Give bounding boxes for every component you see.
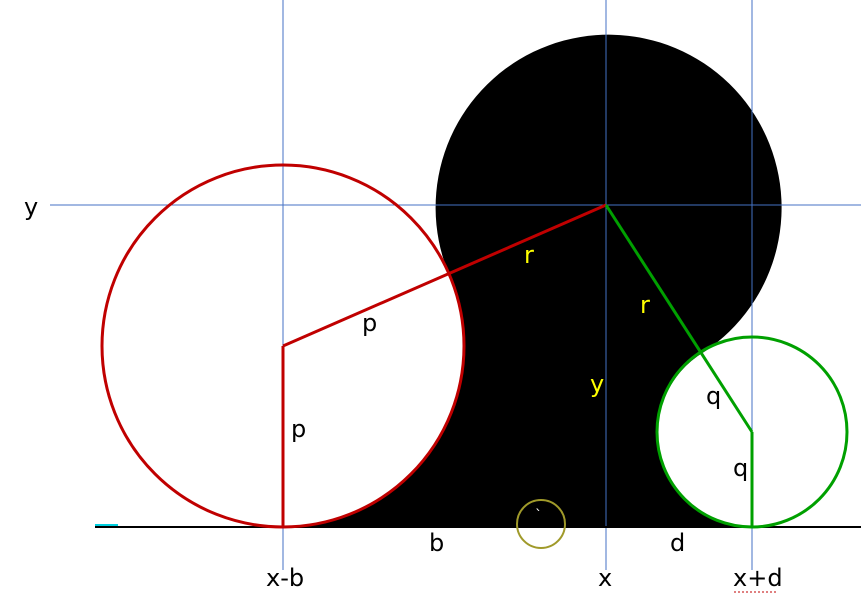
label-p-vertical: p	[291, 415, 306, 443]
label-d: d	[670, 529, 685, 557]
green-center-line	[604, 204, 754, 433]
label-tick: `	[535, 508, 542, 524]
label-b: b	[429, 529, 444, 557]
red-center-line	[282, 203, 607, 348]
label-r-left: r	[524, 241, 534, 269]
marker-circle	[516, 499, 566, 549]
label-y-inside: y	[590, 370, 604, 398]
label-q-vertical: q	[733, 454, 748, 482]
black-blob	[283, 34, 782, 528]
label-y-axis: y	[24, 193, 38, 221]
label-r-right: r	[640, 291, 650, 319]
label-x-minus-b: x-b	[266, 564, 304, 592]
label-x: x	[598, 564, 612, 592]
label-p-radius: p	[362, 309, 377, 337]
label-q-radius: q	[706, 382, 721, 410]
label-x-plus-d: x+d	[733, 564, 783, 592]
